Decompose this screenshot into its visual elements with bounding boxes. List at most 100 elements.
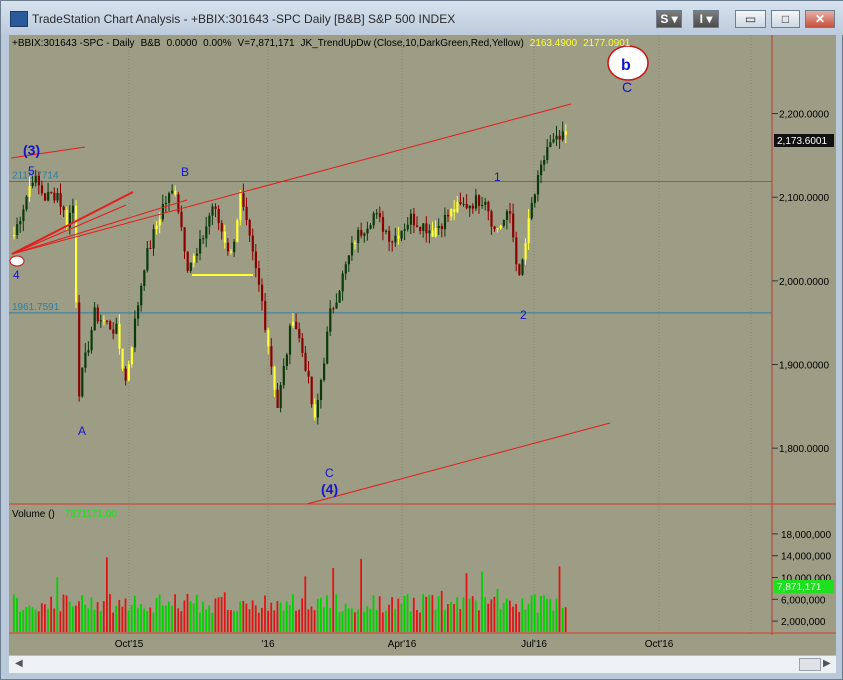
maximize-icon: □	[781, 12, 790, 26]
volume-bar	[28, 605, 31, 632]
price-bar	[115, 323, 118, 334]
price-bar	[453, 209, 456, 213]
price-bar	[276, 389, 279, 408]
price-bar	[37, 175, 40, 186]
volume-bar	[205, 609, 207, 632]
price-bar	[47, 191, 50, 201]
volume-bar	[44, 604, 46, 632]
scroll-thumb[interactable]	[799, 658, 821, 671]
price-bar	[456, 202, 459, 213]
session-label: B&B	[141, 38, 161, 49]
s-menu-button[interactable]: S ▾	[656, 10, 682, 28]
price-bar	[310, 376, 313, 405]
volume-bar	[96, 602, 99, 632]
volume-bar	[335, 594, 338, 632]
volume-bar	[496, 588, 499, 632]
price-bar	[208, 215, 211, 227]
price-bar	[220, 223, 223, 232]
volume-bar	[121, 606, 124, 632]
price-bar	[102, 320, 106, 322]
volume-bar	[456, 597, 459, 632]
minimize-button[interactable]: ▭	[735, 10, 766, 28]
s-button-label: S	[660, 12, 669, 26]
volume-bar	[211, 612, 214, 632]
volume-bar	[301, 598, 304, 632]
volume-bar	[341, 611, 344, 632]
price-bar	[518, 264, 521, 275]
volume-bar	[295, 610, 297, 632]
price-bar	[19, 221, 22, 225]
scroll-right-icon[interactable]: ▶	[823, 658, 831, 669]
price-volume-chart[interactable]: 1,800.0000 1,900.0000 2,000.0000 2,100.0000…	[9, 35, 836, 655]
minimize-icon: ▭	[744, 12, 757, 26]
i-menu-button[interactable]: I ▾	[693, 10, 719, 28]
scroll-left-icon[interactable]: ◀	[15, 658, 23, 669]
price-bar	[344, 264, 347, 274]
volume-bar	[50, 596, 52, 632]
volume-bar	[34, 609, 37, 632]
wave-label: 2	[520, 308, 527, 322]
volume-bar	[279, 602, 282, 632]
price-bar	[509, 211, 512, 214]
price-bar	[301, 338, 304, 353]
volume-bar	[13, 594, 15, 632]
volume-bar	[195, 594, 198, 632]
wave-b-marker	[607, 45, 649, 81]
price-bar	[512, 213, 515, 238]
price-tick-label: 2,200.0000	[779, 110, 829, 121]
price-bar	[87, 350, 90, 353]
price-bar	[78, 302, 81, 397]
volume-bar	[174, 594, 176, 632]
volume-bar	[354, 612, 356, 632]
price-bar	[319, 380, 323, 401]
wave-label: b	[621, 57, 631, 74]
volume-bar	[112, 612, 114, 632]
volume-bar	[316, 598, 319, 632]
close-button[interactable]: ✕	[805, 10, 835, 28]
volume-bar	[93, 609, 96, 632]
volume-bar	[31, 607, 34, 632]
price-bar	[16, 224, 19, 236]
volume-bar	[242, 600, 245, 632]
volume-bar	[251, 600, 254, 632]
last-volume-value: 7,871,171	[777, 582, 822, 593]
volume-bar	[440, 590, 443, 632]
price-bar	[99, 320, 102, 322]
volume-bar	[292, 594, 294, 632]
hline-1961-label: 1961.7591	[12, 302, 60, 313]
volume-bar	[75, 605, 77, 632]
price-bar	[416, 225, 419, 227]
volume-bar	[273, 610, 276, 632]
volume-bar	[282, 610, 285, 632]
volume-bar	[540, 595, 542, 632]
horizontal-scrollbar[interactable]: ◀ ▶	[9, 655, 836, 673]
volume-bar	[310, 606, 313, 632]
price-bar	[540, 164, 543, 176]
price-bar	[360, 229, 363, 236]
volume-bar	[239, 601, 242, 632]
indicator-value-2: 2177.0901	[583, 38, 631, 49]
price-bar	[251, 235, 254, 252]
price-bar	[40, 185, 44, 194]
price-bar	[372, 213, 375, 226]
volume-bar	[518, 611, 521, 632]
volume-bar	[447, 604, 449, 632]
volume-header: Volume () 7871171.00	[12, 509, 117, 520]
price-bar	[409, 213, 412, 225]
title-bar[interactable]: TradeStation Chart Analysis - +BBIX:3016…	[1, 1, 843, 35]
wave-label: 5	[28, 164, 35, 178]
volume-bar	[515, 603, 517, 632]
chart-area[interactable]: 1,800.0000 1,900.0000 2,000.0000 2,100.0000…	[9, 35, 836, 655]
volume-bar	[453, 604, 455, 632]
volume-bar	[338, 612, 341, 632]
volume-bar	[462, 597, 465, 632]
volume-bar	[434, 609, 437, 632]
volume-bar	[552, 610, 555, 632]
price-bar	[487, 201, 490, 212]
price-bar	[13, 235, 16, 237]
price-bar	[530, 202, 533, 219]
price-bar	[527, 218, 530, 244]
maximize-button[interactable]: □	[771, 10, 800, 28]
volume-bar	[478, 610, 480, 632]
price-bar	[552, 139, 555, 143]
